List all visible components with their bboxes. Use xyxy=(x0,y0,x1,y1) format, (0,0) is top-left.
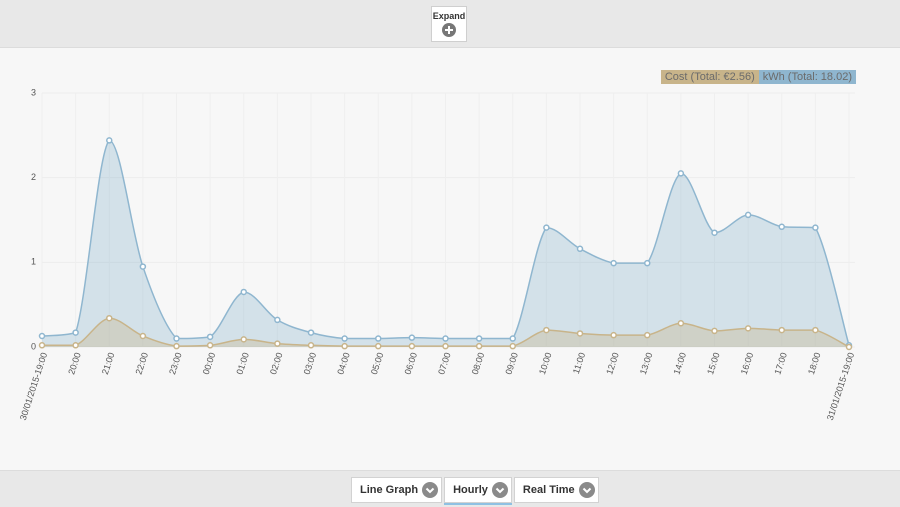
x-tick-label: 11:00 xyxy=(571,351,587,375)
data-point xyxy=(240,336,247,343)
data-point xyxy=(72,329,79,336)
y-tick-label: 1 xyxy=(31,257,36,267)
data-point xyxy=(341,342,348,350)
data-point xyxy=(106,137,113,144)
data-point xyxy=(139,263,147,270)
data-point xyxy=(206,342,214,349)
graph-type-select[interactable]: Line Graph xyxy=(351,477,443,503)
data-point xyxy=(307,342,315,349)
x-tick-label: 05:00 xyxy=(369,351,385,376)
chevron-icon xyxy=(578,482,595,498)
data-point xyxy=(442,335,449,342)
x-tick-label: 00:00 xyxy=(201,351,217,376)
x-tick-label: 17:00 xyxy=(772,351,788,376)
bottom-bar: Line Graph Hourly Real Time xyxy=(0,470,900,507)
data-point xyxy=(744,325,752,332)
chevron-icon xyxy=(422,482,439,498)
data-point xyxy=(408,342,416,350)
data-point xyxy=(543,224,550,231)
control-label: Real Time xyxy=(522,484,575,496)
x-tick-label: 01:00 xyxy=(234,351,250,376)
x-tick-label: 16:00 xyxy=(739,351,755,376)
data-point xyxy=(475,342,483,350)
data-point xyxy=(644,331,651,339)
x-tick-label: 15:00 xyxy=(705,351,721,376)
data-point xyxy=(644,259,651,267)
data-point xyxy=(778,223,785,231)
y-tick-label: 0 xyxy=(31,341,36,351)
x-tick-label: 09:00 xyxy=(503,351,519,376)
data-point xyxy=(576,245,584,253)
data-point xyxy=(610,259,617,267)
x-tick-label: 22:00 xyxy=(134,351,150,376)
x-tick-label: 30/01/2015-19:00 xyxy=(18,351,49,421)
top-bar: Expand xyxy=(0,0,900,48)
data-point xyxy=(677,320,685,327)
data-point xyxy=(240,288,247,296)
x-tick-label: 06:00 xyxy=(403,351,419,376)
control-label: Hourly xyxy=(453,484,488,496)
data-point xyxy=(341,335,348,342)
data-point xyxy=(375,335,382,342)
data-point xyxy=(173,335,180,342)
expand-label: Expand xyxy=(432,11,466,21)
legend: Cost (Total: €2.56) kWh (Total: 18.02) xyxy=(660,70,856,84)
y-tick-label: 3 xyxy=(31,87,36,97)
data-point xyxy=(442,342,449,350)
x-tick-label: 14:00 xyxy=(672,351,688,376)
legend-entry[interactable]: kWh (Total: 18.02) xyxy=(758,70,856,84)
data-point xyxy=(543,326,550,334)
data-point xyxy=(610,331,617,339)
control-label: Line Graph xyxy=(360,484,419,496)
data-point xyxy=(38,342,46,349)
legend-entry[interactable]: Cost (Total: €2.56) xyxy=(660,70,759,84)
data-point xyxy=(845,343,853,351)
data-point xyxy=(744,211,752,219)
data-point xyxy=(72,342,79,349)
x-tick-label: 04:00 xyxy=(335,351,351,376)
data-point xyxy=(778,326,785,334)
data-point xyxy=(307,329,315,336)
data-point xyxy=(139,332,147,340)
interval-select[interactable]: Hourly xyxy=(444,477,512,503)
data-point xyxy=(475,335,483,342)
data-point xyxy=(408,334,416,341)
data-point xyxy=(106,314,113,322)
data-point xyxy=(173,342,180,350)
data-point xyxy=(375,342,382,350)
x-tick-label: 21:00 xyxy=(100,351,116,376)
chevron-icon xyxy=(491,482,508,498)
plus-icon xyxy=(442,23,456,37)
data-point xyxy=(509,335,516,342)
data-point xyxy=(38,332,46,340)
data-point xyxy=(274,316,281,324)
expand-button[interactable]: Expand xyxy=(431,6,467,42)
area-fill xyxy=(42,140,849,347)
x-tick-label: 10:00 xyxy=(537,351,553,376)
x-tick-label: 12:00 xyxy=(604,351,620,376)
mode-select[interactable]: Real Time xyxy=(513,477,599,503)
data-point xyxy=(711,229,718,236)
x-tick-label: 07:00 xyxy=(436,351,452,376)
x-tick-label: 31/01/2015-19:00 xyxy=(825,351,856,421)
data-point xyxy=(711,327,718,335)
x-tick-label: 13:00 xyxy=(638,351,654,376)
controls: Line Graph Hourly Real Time xyxy=(351,477,601,503)
x-tick-label: 20:00 xyxy=(66,351,82,376)
chart: 0 1 2 3 30/01/2015-19:00 20:00 21:00 22:00 23:00… xyxy=(18,87,856,421)
data-point xyxy=(274,340,281,347)
x-tick-label: 23:00 xyxy=(167,351,183,376)
x-tick-label: 18:00 xyxy=(806,351,822,376)
data-point xyxy=(576,330,584,337)
x-tick-label: 02:00 xyxy=(268,351,284,376)
data-point xyxy=(509,342,516,350)
data-point xyxy=(677,170,685,177)
x-tick-label: 03:00 xyxy=(302,351,318,376)
data-point xyxy=(812,326,819,334)
x-tick-label: 08:00 xyxy=(470,351,486,376)
y-tick-label: 2 xyxy=(31,172,36,182)
data-point xyxy=(812,224,819,231)
data-point xyxy=(206,333,214,341)
